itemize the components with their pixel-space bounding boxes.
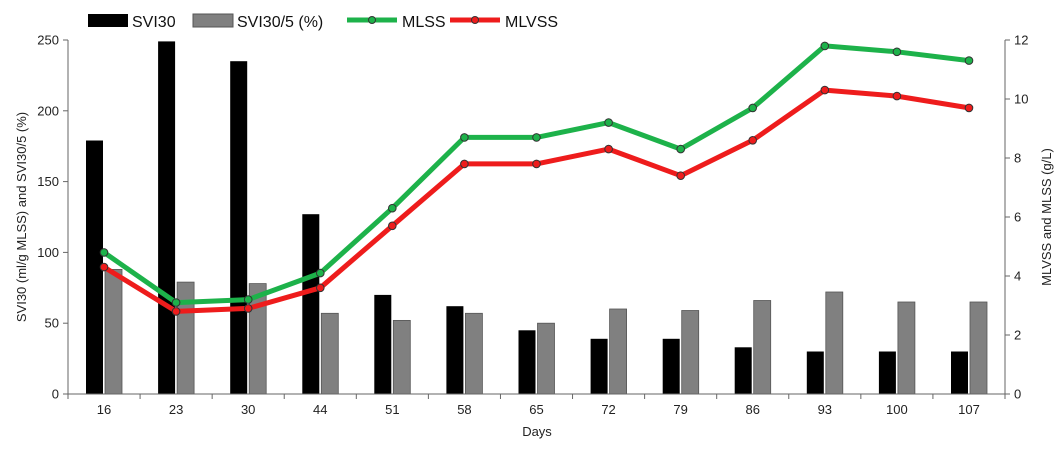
point-mlss — [964, 56, 974, 65]
point-mlvss — [316, 283, 325, 293]
point-mlss — [820, 41, 830, 51]
point-mlvss — [99, 262, 109, 272]
x-tick-label: 51 — [385, 402, 399, 417]
y-left-tick-label: 150 — [37, 174, 59, 189]
bar-svi30-5 — [609, 308, 627, 395]
x-tick-label: 23 — [169, 402, 183, 417]
bar-svi30 — [374, 294, 392, 394]
x-tick-label: 100 — [886, 402, 908, 417]
lines-layer — [99, 41, 974, 316]
point-mlvss — [748, 136, 758, 145]
point-mlvss — [532, 159, 541, 169]
bar-svi30 — [734, 347, 752, 394]
y-right-tick-label: 0 — [1014, 387, 1021, 402]
y-left-tick-label: 100 — [37, 245, 59, 260]
x-tick-label: 16 — [97, 402, 111, 417]
x-tick-label: 107 — [958, 402, 980, 417]
point-mlvss — [243, 304, 253, 313]
point-mlss — [316, 268, 325, 278]
y-left-tick-label: 50 — [45, 316, 59, 331]
bar-svi30 — [230, 61, 248, 394]
point-mlvss — [388, 221, 397, 231]
point-mlss — [604, 118, 613, 127]
point-mlvss — [676, 171, 686, 180]
point-mlss — [171, 298, 181, 307]
y-left-tick-label: 250 — [37, 33, 59, 48]
bar-svi30 — [86, 140, 103, 394]
point-mlvss — [892, 91, 902, 101]
bar-svi30 — [662, 338, 680, 394]
point-mlss — [460, 133, 469, 142]
bar-svi30 — [590, 338, 608, 394]
point-mlvss — [604, 144, 613, 154]
legend-swatch-svi30 — [88, 14, 128, 27]
bar-svi30-5 — [969, 301, 988, 395]
x-tick-label: 79 — [673, 402, 687, 417]
x-tick-label: 72 — [601, 402, 615, 417]
y-right-tick-label: 2 — [1014, 328, 1021, 343]
point-mlvss — [460, 159, 469, 169]
y-left-tick-label: 0 — [52, 387, 59, 402]
bar-svi30 — [158, 41, 176, 395]
y-left-tick-label: 200 — [37, 103, 59, 118]
point-mlss — [99, 248, 109, 257]
point-mlss — [243, 295, 253, 304]
legend-marker-mlss — [368, 16, 376, 24]
x-tick-label: 65 — [529, 402, 543, 417]
legend-marker-mlvss — [471, 16, 479, 24]
bar-svi30-5 — [392, 319, 411, 395]
y-right-tick-label: 6 — [1014, 210, 1021, 225]
point-mlss — [748, 103, 758, 113]
bar-svi30-5 — [464, 312, 483, 395]
y-right-tick-label: 12 — [1014, 33, 1028, 48]
point-mlvss — [820, 85, 830, 95]
bar-svi30 — [951, 351, 968, 394]
y-right-tick-label: 8 — [1014, 151, 1021, 166]
bar-svi30-5 — [104, 268, 123, 395]
legend-swatch-svi30-5 — [192, 13, 234, 28]
bar-svi30 — [302, 214, 320, 394]
bar-svi30 — [446, 306, 464, 394]
point-mlss — [892, 47, 902, 57]
y-axis-right-label: MLVSS and MLSS (g/L) — [1039, 148, 1054, 286]
axes-layer: 0 50 100 150 200 250 0 2 4 6 8 10 12 16 23 30 44 51 58 65 72… — [37, 33, 1028, 418]
point-mlss — [388, 203, 397, 213]
x-tick-label: 93 — [818, 402, 832, 417]
x-tick-label: 44 — [313, 402, 327, 417]
bar-svi30-5 — [825, 291, 844, 395]
y-right-tick-label: 4 — [1014, 269, 1021, 284]
legend-label-svi30-5: SVI30/5 (%) — [237, 14, 323, 31]
y-axis-left-label: SVI30 (ml/g MLSS) and SVI30/5 (%) — [14, 112, 29, 322]
bar-svi30-5 — [320, 312, 339, 395]
bar-svi30 — [806, 351, 824, 394]
y-right-tick-label: 10 — [1014, 92, 1028, 107]
bar-svi30 — [878, 351, 896, 394]
legend-label-mlss: MLSS — [402, 14, 446, 31]
bar-svi30 — [518, 330, 536, 394]
bar-svi30-5 — [537, 322, 555, 395]
x-tick-label: 30 — [241, 402, 255, 417]
legend-label-mlvss: MLVSS — [505, 14, 558, 31]
bar-svi30-5 — [753, 300, 772, 395]
bar-svi30-5 — [897, 301, 916, 395]
point-mlss — [676, 144, 686, 154]
legend: SVI30 SVI30/5 (%) MLSS MLVSS — [88, 13, 558, 31]
legend-label-svi30: SVI30 — [132, 14, 176, 31]
bar-svi30-5 — [681, 310, 700, 395]
x-tick-label: 58 — [457, 402, 471, 417]
bar-svi30-5 — [176, 281, 195, 395]
point-mlss — [532, 133, 541, 142]
x-axis-label: Days — [522, 424, 552, 439]
point-mlvss — [964, 103, 974, 113]
x-tick-label: 86 — [745, 402, 759, 417]
point-mlvss — [171, 307, 181, 316]
